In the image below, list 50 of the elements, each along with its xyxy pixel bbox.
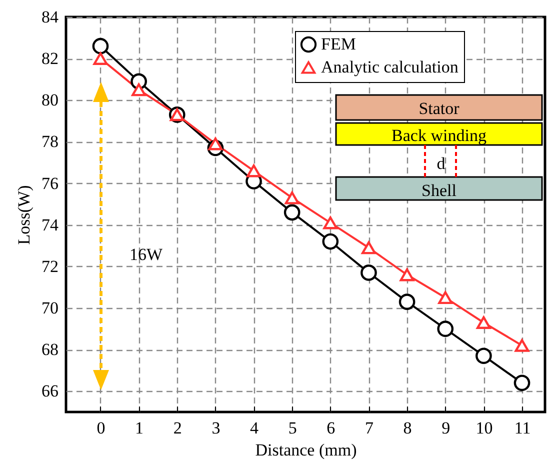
annotation: Stator: [418, 99, 460, 118]
x-tick-label: 1: [135, 418, 144, 438]
y-tick-label: 72: [42, 256, 58, 276]
point: [246, 164, 261, 178]
point: [360, 264, 377, 281]
annotation: Shell: [422, 181, 457, 200]
y-tick-label: 82: [42, 49, 58, 68]
y-tick-label: 78: [42, 132, 58, 152]
x-tick-label: 4: [250, 418, 260, 438]
y-tick-label: 84: [42, 8, 59, 26]
y-tick-label: 68: [42, 340, 58, 360]
x-tick-label: 3: [212, 418, 220, 438]
point: [437, 320, 454, 337]
y-tick-label: 74: [42, 215, 59, 234]
y-tick-label: 66: [42, 382, 58, 401]
y-tick-label: 70: [42, 298, 58, 318]
point: [400, 268, 414, 282]
x-tick-label: 0: [96, 418, 106, 438]
point: [93, 52, 108, 65]
point: [476, 348, 492, 364]
y-tick-label: 80: [42, 90, 58, 110]
point: [132, 83, 146, 96]
point: [476, 316, 491, 330]
point: [323, 216, 338, 230]
annotation: d: [436, 154, 446, 173]
annotation: Back winding: [392, 126, 487, 145]
x-tick-label: 2: [173, 418, 182, 438]
point: [362, 241, 376, 254]
x-tick-label: 7: [364, 418, 374, 438]
point: [514, 374, 530, 392]
point: [514, 339, 530, 352]
x-tick-label: 9: [442, 418, 450, 438]
y-tick-label: 76: [42, 174, 58, 193]
x-tick-label: 6: [326, 418, 336, 438]
point: [322, 233, 339, 250]
x-tick-label: 8: [403, 418, 412, 438]
x-tick-label: 10: [476, 418, 493, 438]
legend-label: Analytic calculation: [321, 58, 459, 76]
point: [92, 38, 109, 54]
annotation: 16W: [129, 245, 164, 264]
legend-label: FEM: [321, 34, 356, 54]
y-axis-title: Loss(W): [14, 185, 34, 245]
point: [284, 204, 300, 221]
x-axis-title: Distance (mm): [255, 440, 357, 460]
point: [284, 191, 300, 204]
x-tick-label: 11: [514, 418, 531, 438]
point: [208, 137, 223, 150]
x-tick-label: 5: [288, 418, 297, 438]
point: [398, 294, 416, 310]
point: [438, 291, 453, 304]
